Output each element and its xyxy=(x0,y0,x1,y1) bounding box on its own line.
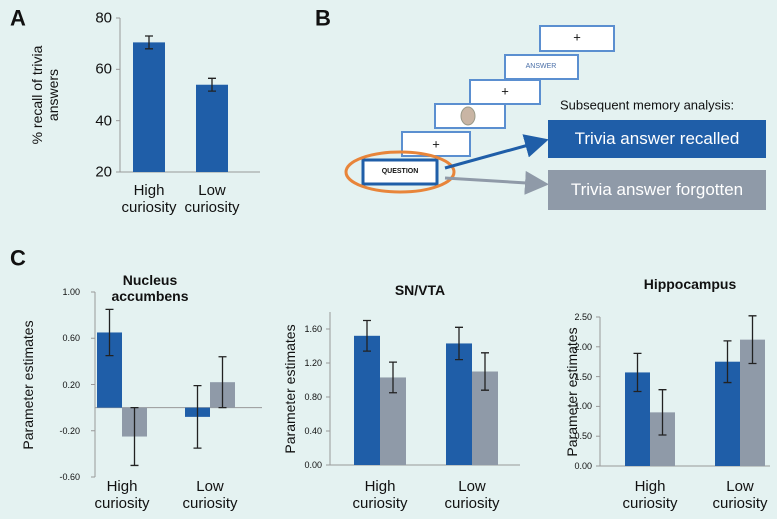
face-icon xyxy=(460,106,476,126)
error-bar xyxy=(193,385,202,449)
error-bar xyxy=(633,352,642,393)
y-tick-label: 80 xyxy=(95,9,112,27)
error-bar xyxy=(723,340,732,384)
arrow xyxy=(444,170,549,195)
fixation-cross: + xyxy=(501,83,509,99)
outcome-label: Trivia answer recalled xyxy=(574,129,740,149)
y-tick-label: 0.50 xyxy=(574,431,592,442)
error-bar xyxy=(363,319,371,352)
screen xyxy=(361,158,439,186)
y-tick-label: 1.00 xyxy=(574,401,592,412)
y-tick-label: 0.20 xyxy=(62,379,80,390)
error-bar xyxy=(748,315,757,365)
error-bar xyxy=(658,389,667,436)
panel-label: A xyxy=(10,5,26,31)
y-axis-label: % recall of trivia answers xyxy=(28,45,61,145)
analysis-title: Subsequent memory analysis: xyxy=(560,97,735,113)
bar xyxy=(196,84,228,172)
x-tick-label: High curiosity xyxy=(121,182,177,217)
y-tick-label: 0.80 xyxy=(304,391,322,402)
y-tick-label: 0.60 xyxy=(62,333,80,344)
fixation-cross: + xyxy=(573,29,581,45)
y-axis-label: Parameter estimates xyxy=(281,323,298,454)
chart-title: SN/VTA xyxy=(394,282,446,298)
x-tick-label: High curiosity xyxy=(352,478,408,513)
error-bar xyxy=(105,308,114,357)
y-tick-label: 0.00 xyxy=(304,459,322,470)
chart-title: Nucleus accumbens xyxy=(111,272,189,305)
outcome-box xyxy=(548,120,766,158)
y-tick-label: -0.20 xyxy=(59,425,80,436)
x-tick-label: High curiosity xyxy=(622,478,678,513)
y-axis-label: Parameter estimates xyxy=(563,326,580,457)
y-tick-label: 1.20 xyxy=(304,357,322,368)
y-tick-label: 60 xyxy=(95,60,112,78)
y-tick-label: 40 xyxy=(95,112,112,130)
x-tick-label: Low curiosity xyxy=(712,478,768,513)
y-tick-label: 1.00 xyxy=(62,286,80,297)
x-tick-label: Low curiosity xyxy=(184,182,240,217)
y-tick-label: 1.50 xyxy=(574,371,592,382)
bar xyxy=(446,343,472,465)
x-tick-label: Low curiosity xyxy=(182,478,238,513)
panel-label: C xyxy=(10,245,26,271)
error-bar xyxy=(130,406,139,467)
error-bar xyxy=(145,35,153,50)
y-tick-label: 2.50 xyxy=(574,311,592,322)
x-tick-label: High curiosity xyxy=(94,478,150,513)
error-bar xyxy=(208,77,216,92)
screen-text: ANSWER xyxy=(525,62,557,70)
y-tick-label: -0.60 xyxy=(59,471,80,482)
bar xyxy=(133,42,165,173)
task-diagram xyxy=(344,25,766,210)
error-bar xyxy=(389,361,397,394)
arrow xyxy=(444,134,549,170)
outcome-box xyxy=(548,170,766,210)
y-tick-label: 1.60 xyxy=(304,323,322,334)
screen xyxy=(539,25,615,52)
fixation-cross: + xyxy=(432,136,440,152)
outcome-label: Trivia answer forgotten xyxy=(570,180,744,200)
y-tick-label: 20 xyxy=(95,163,112,181)
panel-label: B xyxy=(315,5,331,31)
y-axis-label: Parameter estimates xyxy=(19,319,36,450)
bar xyxy=(354,335,380,465)
error-bar xyxy=(481,352,489,391)
y-tick-label: 0.40 xyxy=(304,425,322,436)
chart-title: Hippocampus xyxy=(643,276,737,292)
error-bar xyxy=(218,356,227,409)
y-tick-label: 0.00 xyxy=(574,460,592,471)
error-bar xyxy=(455,326,463,361)
x-tick-label: Low curiosity xyxy=(444,478,500,513)
highlight xyxy=(344,150,456,194)
screen xyxy=(504,54,579,80)
screen-text: QUESTION xyxy=(381,167,419,175)
y-tick-label: 2.00 xyxy=(574,341,592,352)
